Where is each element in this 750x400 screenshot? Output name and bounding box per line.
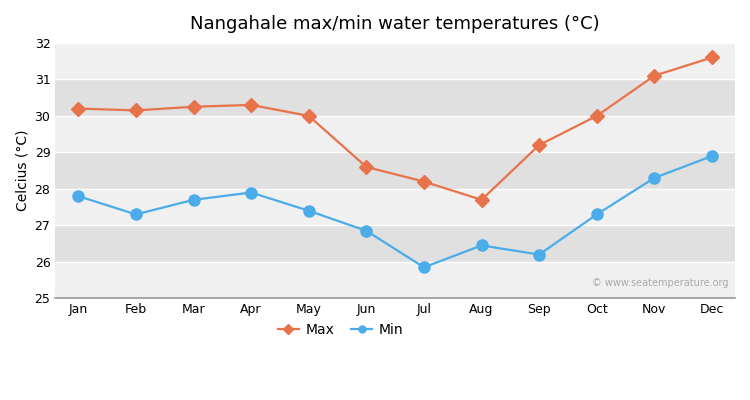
Bar [56,43,735,79]
Max [304,114,313,118]
Min [304,208,313,213]
Max [477,198,486,202]
Max [419,179,428,184]
Max [707,55,716,60]
Max [74,106,82,111]
Min [189,198,198,202]
Max [535,143,544,148]
Min [74,194,82,198]
Max [362,164,370,169]
Line: Max: Max [74,53,717,205]
Min [535,252,544,257]
Line: Min: Min [73,150,718,273]
Min [707,154,716,158]
Max [247,102,256,107]
Min [477,243,486,248]
Min [362,228,370,233]
Bar [56,225,735,262]
Title: Nangahale max/min water temperatures (°C): Nangahale max/min water temperatures (°C… [190,15,600,33]
Bar [56,189,735,225]
Max [131,108,140,113]
Min [247,190,256,195]
Bar [56,152,735,189]
Bar [56,116,735,152]
Min [131,212,140,217]
Min [419,265,428,270]
Text: © www.seatemperature.org: © www.seatemperature.org [592,278,728,288]
Bar [56,262,735,298]
Max [189,104,198,109]
Max [592,114,602,118]
Legend: Max, Min: Max, Min [272,317,410,342]
Max [650,73,658,78]
Min [592,212,602,217]
Bar [56,79,735,116]
Min [650,176,658,180]
Y-axis label: Celcius (°C): Celcius (°C) [15,130,29,211]
